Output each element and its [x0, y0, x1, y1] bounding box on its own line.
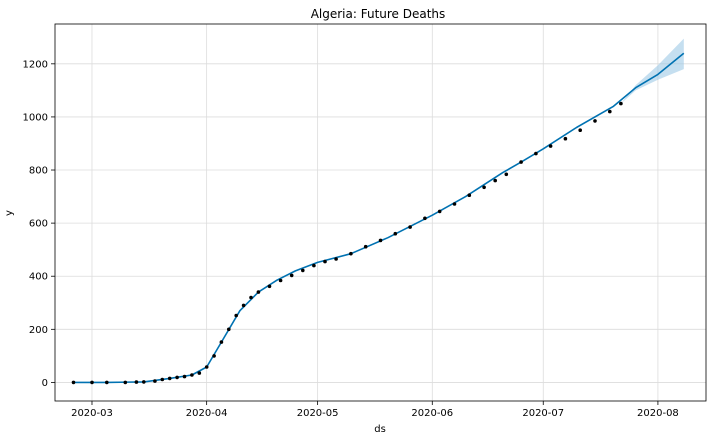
observed-point [278, 278, 283, 283]
observed-point [182, 374, 187, 379]
y-tick-label: 600 [29, 219, 48, 230]
y-tick-label: 1000 [23, 112, 48, 123]
observed-point [212, 354, 216, 358]
observed-point [153, 379, 157, 383]
observed-point [519, 160, 523, 164]
observed-point [408, 225, 412, 229]
observed-point [123, 380, 128, 385]
uncertainty-band [620, 38, 684, 104]
observed-point [548, 144, 553, 148]
observed-point [482, 185, 486, 190]
y-tick-label: 400 [29, 272, 48, 283]
observed-point [393, 231, 398, 236]
plot-frame [54, 23, 707, 402]
observed-point [234, 313, 238, 318]
x-tick-label: 2020-05 [297, 408, 339, 419]
x-tick-label: 2020-04 [186, 408, 228, 419]
observed-point [423, 216, 427, 221]
observed-point [534, 151, 538, 156]
observed-point [267, 284, 272, 289]
observed-point [256, 290, 261, 294]
observed-point [563, 136, 568, 141]
y-tick-label: 1200 [23, 59, 48, 70]
forecast-line [73, 52, 685, 384]
observed-point [227, 327, 231, 332]
grid [55, 24, 706, 401]
x-axis-ticks: 2020-03 2020-04 2020-05 2020-06 2020-07 2020-… [71, 401, 679, 419]
observed-point [249, 295, 253, 300]
observed-point [301, 268, 305, 273]
chart-title: Algeria: Future Deaths [311, 7, 446, 21]
observed-point [593, 119, 597, 123]
observed-point [167, 376, 172, 381]
observed-point [197, 371, 202, 375]
x-tick-label: 2020-03 [71, 408, 113, 419]
observed-point [289, 273, 294, 278]
y-tick-label: 200 [29, 325, 48, 336]
observed-point [334, 257, 338, 261]
observed-point [493, 178, 498, 183]
observed-point [323, 259, 327, 264]
observed-point [363, 244, 368, 249]
observed-point [578, 128, 582, 132]
x-tick-label: 2020-07 [522, 408, 564, 419]
observed-point [467, 193, 472, 197]
observed-point [437, 209, 442, 214]
observed-point [349, 251, 353, 256]
observed-point [312, 263, 316, 268]
observed-point [219, 340, 224, 344]
observed-point [134, 380, 139, 384]
observed-point [190, 373, 194, 377]
observed-point [378, 238, 383, 243]
observed-point [160, 377, 165, 382]
uncertainty-band-layer [620, 38, 684, 104]
forecast-line-layer [73, 52, 685, 384]
observed-point [105, 380, 109, 385]
observed-point [608, 109, 612, 114]
observed-point [204, 365, 209, 369]
observed-point [90, 380, 94, 385]
x-axis-label: ds [374, 424, 386, 435]
observed-point [619, 101, 623, 106]
y-tick-label: 800 [29, 166, 48, 177]
observed-point [452, 202, 457, 206]
x-tick-label: 2020-08 [637, 408, 679, 419]
observed-points-layer [71, 101, 623, 385]
observed-point [71, 380, 76, 385]
observed-point [504, 172, 509, 177]
observed-point [142, 380, 146, 384]
observed-point [175, 375, 179, 380]
y-axis-ticks: 0 200 400 600 800 1000 1200 [23, 59, 55, 389]
y-axis-label: y [4, 210, 15, 216]
observed-point [241, 303, 246, 308]
y-tick-label: 0 [42, 378, 48, 389]
x-tick-label: 2020-06 [411, 408, 453, 419]
